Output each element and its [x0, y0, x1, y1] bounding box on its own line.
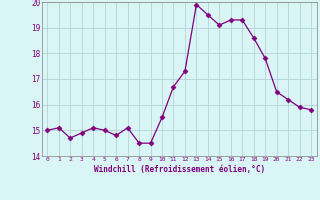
X-axis label: Windchill (Refroidissement éolien,°C): Windchill (Refroidissement éolien,°C) — [94, 165, 265, 174]
